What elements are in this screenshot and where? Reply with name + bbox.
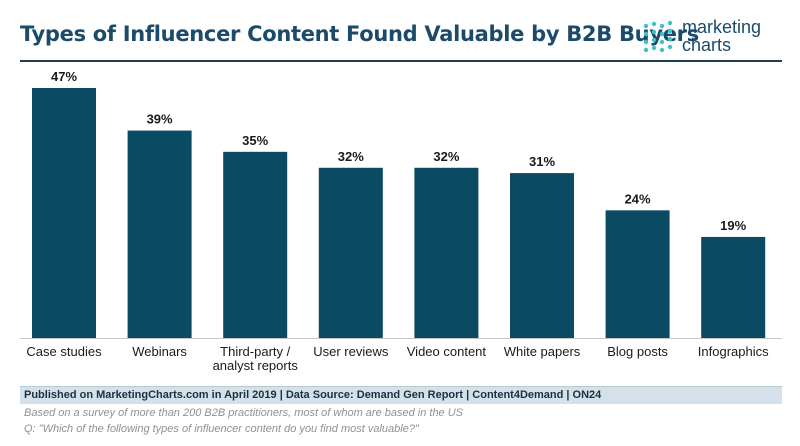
data-label: 35% — [242, 133, 268, 148]
category-label: analyst reports — [213, 358, 299, 373]
data-label: 39% — [147, 112, 173, 127]
data-label: 32% — [433, 149, 459, 164]
bar — [414, 167, 479, 338]
bar — [32, 88, 96, 338]
data-label: 31% — [529, 154, 555, 169]
data-label: 32% — [338, 149, 364, 164]
data-label: 19% — [720, 218, 746, 233]
data-label: 47% — [51, 69, 77, 84]
bar — [605, 210, 670, 338]
category-label: User reviews — [313, 344, 389, 359]
bar — [127, 130, 192, 338]
category-label: Infographics — [698, 344, 769, 359]
source-text: Published on MarketingCharts.com in Apri… — [24, 389, 602, 401]
category-label: Blog posts — [607, 344, 668, 359]
logo-dots-icon — [643, 20, 673, 53]
marketingcharts-logo: marketing charts — [642, 18, 787, 58]
category-label: Third-party / — [220, 344, 290, 359]
logo-line-2: charts — [682, 35, 732, 55]
bar-chart: 47% Case studies 39% Webinars 35% Third-party… — [20, 69, 782, 373]
bar — [223, 151, 288, 338]
logo-line-1: marketing — [682, 17, 762, 37]
category-label: Video content — [407, 344, 487, 359]
chart-title: Types of Influencer Content Found Valuab… — [20, 22, 699, 46]
bar — [510, 173, 574, 338]
bar — [701, 236, 766, 338]
survey-note: Based on a survey of more than 200 B2B p… — [24, 407, 464, 419]
category-label: White papers — [504, 344, 581, 359]
bar — [318, 167, 383, 338]
logo-wordmark: marketing charts — [682, 18, 761, 54]
category-label: Case studies — [26, 344, 102, 359]
survey-question: Q: "Which of the following types of infl… — [24, 423, 419, 435]
title-divider — [20, 60, 782, 62]
source-bar — [20, 386, 782, 404]
data-label: 24% — [625, 191, 651, 206]
category-label: Webinars — [132, 344, 187, 359]
